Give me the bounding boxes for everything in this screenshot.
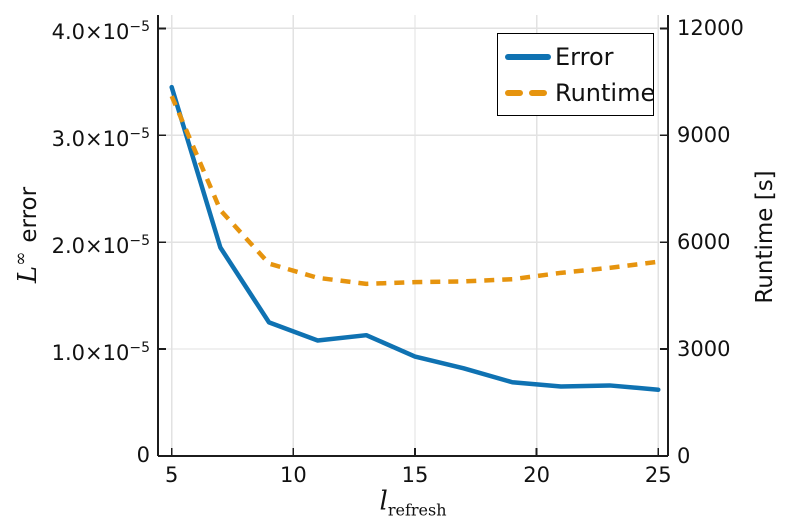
legend-entry-error: Error (505, 39, 646, 75)
x-tick-label: 25 (644, 463, 672, 487)
y-left-tick-label: 2.0×10−5 (51, 233, 150, 259)
y-left-tick-label: 4.0×10−5 (51, 19, 150, 45)
x-tick-label: 10 (279, 463, 307, 487)
legend-label-runtime: Runtime (555, 78, 656, 107)
y-left-tick-label: 1.0×10−5 (51, 340, 150, 366)
runtime-line-sample-icon (505, 89, 551, 96)
tick-exponent: −5 (129, 19, 150, 36)
y-right-tick-label: 12000 (677, 16, 744, 41)
y-right-tick-label: 0 (677, 444, 691, 468)
legend-entry-runtime: Runtime (505, 75, 655, 111)
y-axis-label-right: Runtime [s] (752, 170, 778, 304)
runtime-line (169, 95, 659, 287)
x-axis-label: lrefresh (380, 487, 447, 520)
y-left-tick-label: 0 (136, 443, 150, 467)
x-tick-label: 20 (523, 463, 550, 487)
xlabel-base: l (379, 486, 388, 517)
x-tick-label: 15 (401, 463, 429, 487)
error-line (169, 84, 661, 392)
tick-exponent: −5 (129, 126, 150, 143)
legend: Error Runtime (497, 33, 655, 116)
tick-exponent: −5 (129, 233, 150, 250)
x-tick-label: 5 (165, 463, 179, 487)
error-line-sample-icon (505, 53, 551, 60)
y-left-tick-label: 3.0×10−5 (51, 126, 150, 152)
legend-label-error: Error (555, 42, 614, 71)
y-right-tick-label: 3000 (677, 337, 731, 362)
tick-exponent: −5 (129, 340, 150, 357)
y-right-tick-label: 6000 (677, 230, 731, 255)
y-right-tick-label: 9000 (677, 123, 731, 148)
xlabel-subscript: refresh (387, 500, 447, 520)
ylabel-left-base: L (13, 265, 43, 284)
